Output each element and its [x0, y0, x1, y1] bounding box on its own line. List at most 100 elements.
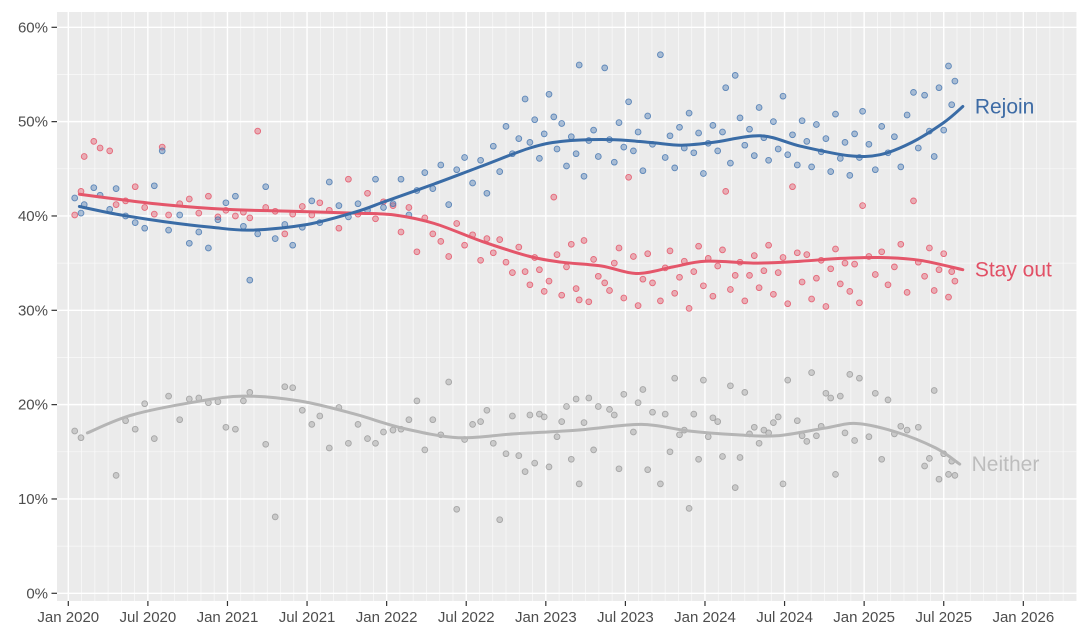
poll-point-rejoin: [755, 104, 763, 111]
poll-point-stay_out: [910, 197, 917, 205]
poll-point-stay_out: [841, 259, 849, 267]
poll-point-neither: [878, 455, 886, 463]
poll-point-neither: [536, 410, 543, 418]
poll-point-stay_out: [935, 266, 943, 274]
poll-point-stay_out: [601, 279, 609, 287]
poll-point-stay_out: [714, 262, 722, 270]
poll-point-rejoin: [572, 150, 580, 158]
poll-point-stay_out: [515, 243, 523, 251]
poll-point-neither: [553, 433, 561, 441]
poll-point-neither: [750, 423, 758, 431]
poll-point-neither: [871, 389, 879, 397]
poll-point-rejoin: [948, 101, 956, 109]
poll-point-rejoin: [496, 168, 504, 175]
poll-point-rejoin: [389, 200, 397, 208]
poll-point-rejoin: [865, 140, 873, 148]
poll-point-stay_out: [585, 298, 593, 306]
poll-point-neither: [165, 392, 172, 400]
poll-point-neither: [846, 371, 854, 378]
poll-point-rejoin: [195, 228, 203, 236]
poll-point-neither: [526, 411, 534, 419]
poll-point-neither: [926, 455, 933, 462]
poll-point-rejoin: [750, 152, 758, 159]
poll-point-neither: [531, 459, 539, 467]
x-axis-tick-label: Jan 2023: [515, 609, 577, 626]
poll-point-neither: [345, 439, 352, 447]
poll-point-neither: [755, 439, 763, 447]
poll-point-stay_out: [575, 296, 583, 304]
poll-point-stay_out: [625, 173, 632, 181]
y-axis-tick-label: 60%: [18, 19, 48, 36]
poll-point-stay_out: [316, 199, 324, 207]
poll-point-neither: [921, 462, 928, 470]
poll-point-stay_out: [150, 210, 158, 218]
poll-point-neither: [575, 480, 583, 488]
poll-point-rejoin: [827, 168, 835, 175]
poll-point-stay_out: [690, 268, 698, 275]
poll-point-rejoin: [695, 129, 702, 137]
poll-point-neither: [784, 376, 792, 384]
poll-point-neither: [951, 472, 959, 479]
poll-point-neither: [563, 403, 570, 410]
poll-point-rejoin: [644, 112, 652, 120]
poll-point-rejoin: [553, 145, 561, 153]
poll-point-rejoin: [685, 109, 693, 117]
minor-gridlines: [57, 12, 1077, 601]
poll-point-neither: [836, 392, 844, 400]
poll-point-rejoin: [914, 144, 922, 152]
poll-point-stay_out: [926, 244, 933, 252]
poll-point-neither: [509, 412, 516, 420]
poll-point-stay_out: [502, 258, 510, 266]
poll-point-stay_out: [563, 263, 570, 271]
plot-panel-background: [57, 12, 1077, 601]
poll-point-rejoin: [765, 156, 772, 164]
poll-point-neither: [131, 425, 139, 433]
poll-point-rejoin: [803, 138, 811, 145]
poll-point-stay_out: [509, 269, 516, 276]
poll-point-stay_out: [856, 299, 863, 307]
poll-point-neither: [540, 413, 548, 421]
poll-point-neither: [903, 426, 911, 434]
poll-point-stay_out: [572, 285, 580, 292]
poll-point-neither: [354, 421, 362, 428]
poll-point-stay_out: [891, 263, 898, 271]
poll-point-rejoin: [205, 244, 212, 252]
poll-point-stay_out: [719, 246, 726, 254]
poll-point-neither: [620, 390, 628, 398]
poll-point-neither: [325, 444, 333, 452]
poll-point-stay_out: [71, 211, 79, 219]
poll-point-rejoin: [246, 276, 254, 284]
poll-point-stay_out: [798, 278, 806, 286]
poll-point-stay_out: [760, 267, 768, 275]
x-axis-tick-label: Jul 2024: [756, 609, 813, 626]
poll-point-neither: [594, 403, 602, 410]
poll-point-rejoin: [526, 139, 534, 146]
x-axis-tick-label: Jul 2025: [915, 609, 972, 626]
poll-point-rejoin: [639, 167, 647, 175]
poll-point-rejoin: [515, 135, 523, 142]
y-axis-tick-label: 30%: [18, 302, 48, 319]
poll-point-neither: [316, 412, 324, 420]
poll-point-rejoin: [722, 84, 730, 92]
poll-point-neither: [477, 418, 484, 425]
poll-point-stay_out: [731, 272, 739, 279]
poll-point-stay_out: [657, 297, 664, 305]
poll-point-rejoin: [634, 128, 642, 136]
poll-point-rejoin: [676, 123, 683, 131]
poll-point-stay_out: [727, 286, 734, 293]
poll-point-rejoin: [590, 126, 597, 134]
poll-point-stay_out: [96, 144, 104, 152]
y-axis-tick-label: 10%: [18, 491, 48, 508]
poll-point-rejoin: [90, 184, 98, 192]
poll-point-stay_out: [405, 204, 413, 211]
poll-point-rejoin: [271, 235, 279, 242]
poll-point-stay_out: [789, 183, 796, 191]
poll-point-rejoin: [940, 126, 948, 134]
poll-point-rejoin: [851, 130, 858, 138]
poll-point-neither: [380, 428, 387, 436]
poll-point-stay_out: [765, 241, 772, 249]
scatter-points-neither: [71, 369, 959, 524]
poll-point-stay_out: [389, 202, 397, 209]
poll-point-rejoin: [736, 114, 744, 122]
